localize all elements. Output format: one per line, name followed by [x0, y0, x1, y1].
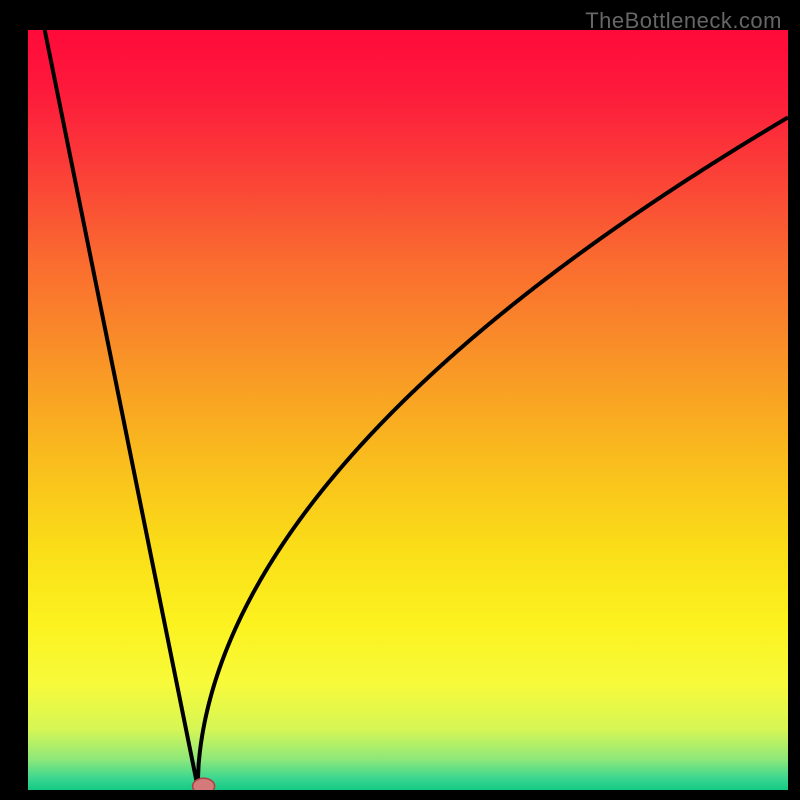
plot-background	[28, 30, 788, 790]
chart-svg	[28, 30, 788, 790]
watermark-label: TheBottleneck.com	[585, 8, 782, 34]
optimal-point-marker	[193, 778, 215, 790]
bottleneck-chart	[28, 30, 788, 790]
